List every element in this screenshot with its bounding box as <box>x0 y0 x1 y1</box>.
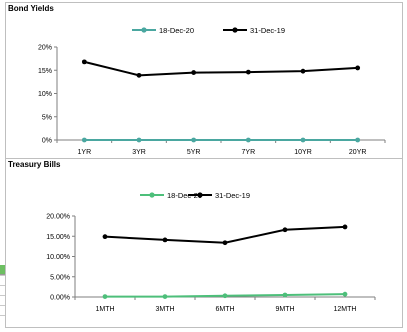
data-point <box>355 65 361 71</box>
legend-entry: 31-Dec-19 <box>188 191 250 200</box>
treasury-bills-chart[interactable] <box>5 158 403 328</box>
data-point <box>282 292 288 298</box>
y-tick-label: 15.00% <box>46 234 70 241</box>
bond-yields-chart[interactable] <box>5 2 403 164</box>
legend-label: 18-Dec-20 <box>159 26 194 35</box>
x-tick-label: 3MTH <box>155 306 174 313</box>
x-tick-label: 10YR <box>294 149 312 156</box>
data-point <box>81 137 87 143</box>
series-line <box>84 60 358 77</box>
data-point <box>300 137 306 143</box>
x-tick-label: 7YR <box>242 149 256 156</box>
x-tick-label: 1YR <box>78 149 92 156</box>
legend-label: 31-Dec-19 <box>250 26 285 35</box>
y-tick-label: 5% <box>42 114 52 121</box>
data-point <box>136 72 142 78</box>
y-tick-label: 15% <box>38 68 52 75</box>
data-point <box>102 294 108 299</box>
data-point <box>342 291 348 297</box>
y-tick-label: 10.00% <box>46 254 70 261</box>
x-tick-label: 5YR <box>187 149 201 156</box>
data-point <box>282 227 288 233</box>
data-point <box>300 68 306 74</box>
legend-label: 31-Dec-19 <box>215 191 250 200</box>
bond-yields-plot: 18-Dec-20 31-Dec-19 0% 5% 10% 15% 20% 1YR 3YR 5YR… <box>38 26 386 156</box>
legend-marker <box>232 27 238 33</box>
y-tick-label: 20.00% <box>46 214 70 221</box>
legend-label: 18-Dec-20 <box>167 191 202 200</box>
data-point <box>222 293 228 299</box>
x-tick-label: 6MTH <box>215 306 234 313</box>
legend-marker <box>197 192 203 198</box>
data-point <box>245 137 251 143</box>
legend-entry: 18-Dec-20 <box>132 26 194 35</box>
x-tick-label: 12MTH <box>334 306 357 313</box>
y-tick-label: 20% <box>38 45 52 52</box>
data-point <box>102 234 108 240</box>
data-point <box>355 137 361 143</box>
data-point <box>136 137 142 143</box>
y-tick-label: 10% <box>38 91 52 98</box>
data-point <box>191 70 197 75</box>
chart-title: Treasury Bills <box>8 160 61 169</box>
legend-marker <box>149 192 155 198</box>
x-tick-label: 3YR <box>132 149 146 156</box>
data-point <box>222 240 228 246</box>
data-point <box>191 137 197 143</box>
y-tick-label: 0.00% <box>50 295 70 302</box>
y-tick-label: 0% <box>42 138 52 145</box>
legend-entry: 18-Dec-20 <box>140 191 202 200</box>
data-point <box>245 69 251 75</box>
y-tick-label: 5.00% <box>50 274 70 281</box>
data-point <box>162 237 168 243</box>
legend-entry: 31-Dec-19 <box>223 26 285 35</box>
x-tick-label: 9MTH <box>275 306 294 313</box>
data-point <box>342 224 348 230</box>
data-point <box>81 59 87 65</box>
legend-marker <box>141 27 147 33</box>
treasury-bills-plot: 18-Dec-20 31-Dec-19 0.00% 5.00% 10.00% 15.00%… <box>46 191 376 313</box>
x-tick-label: 1MTH <box>95 306 114 313</box>
x-tick-label: 20YR <box>349 149 367 156</box>
data-point <box>162 294 168 299</box>
chart-title: Bond Yields <box>8 4 54 13</box>
